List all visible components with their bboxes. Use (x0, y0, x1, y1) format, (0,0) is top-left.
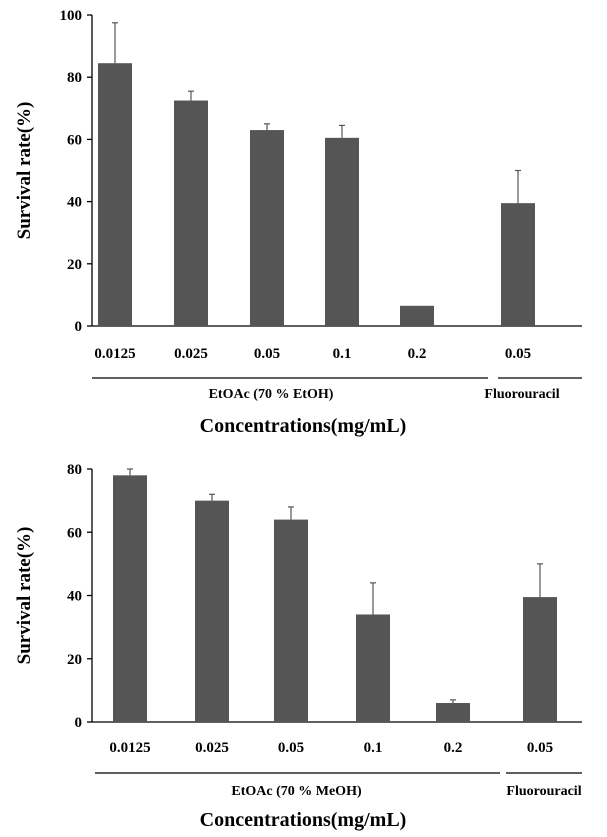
bar (501, 203, 535, 326)
category-label: 0.05 (254, 346, 280, 362)
y-tick-label: 20 (67, 652, 82, 668)
bar (356, 614, 390, 722)
category-label: 0.05 (505, 346, 531, 362)
bar (174, 100, 208, 327)
y-tick-label: 100 (60, 8, 83, 24)
y-tick-label: 80 (67, 462, 82, 478)
group-label: Fluorouracil (506, 784, 581, 799)
y-tick-label: 40 (67, 589, 82, 605)
bar (523, 597, 557, 722)
y-tick-label: 40 (67, 195, 82, 211)
y-tick-label: 20 (67, 257, 82, 273)
y-tick-label: 0 (75, 715, 83, 731)
bar (436, 703, 470, 722)
category-label: 0.2 (408, 346, 427, 362)
category-label: 0.05 (278, 740, 304, 756)
bar (113, 475, 147, 722)
category-label: 0.025 (195, 740, 229, 756)
y-tick-label: 60 (67, 132, 82, 148)
y-tick-label: 0 (75, 319, 83, 335)
bar (98, 63, 132, 327)
x-axis-title: Concentrations(mg/mL) (200, 415, 407, 437)
category-label: 0.0125 (109, 740, 150, 756)
bar (195, 500, 229, 722)
category-label: 0.025 (174, 346, 208, 362)
bar (250, 130, 284, 326)
group-label: Fluorouracil (484, 387, 559, 402)
bar (400, 305, 434, 326)
group-label: EtOAc (70 % MeOH) (231, 784, 362, 799)
bar (325, 137, 359, 326)
y-axis-title: Survival rate(%) (14, 527, 35, 665)
group-label: EtOAc (70 % EtOH) (209, 387, 334, 402)
bar (274, 519, 308, 722)
y-axis-title: Survival rate(%) (14, 102, 35, 240)
x-axis-title: Concentrations(mg/mL) (200, 809, 407, 831)
category-label: 0.0125 (94, 346, 135, 362)
y-tick-label: 80 (67, 70, 82, 86)
category-label: 0.1 (333, 346, 352, 362)
category-label: 0.1 (364, 740, 383, 756)
y-tick-label: 60 (67, 525, 82, 541)
category-label: 0.2 (444, 740, 463, 756)
category-label: 0.05 (527, 740, 553, 756)
